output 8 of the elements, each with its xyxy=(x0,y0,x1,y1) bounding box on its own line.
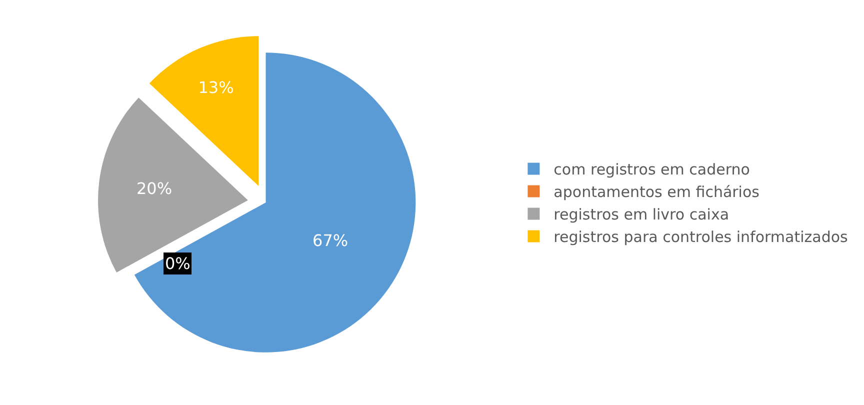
data-label: 13% xyxy=(198,78,234,98)
data-label: 67% xyxy=(312,231,348,250)
legend-label: apontamentos em fichários xyxy=(554,183,760,202)
legend-label: registros para controles informatizados xyxy=(554,228,848,246)
legend-label: registros em livro caixa xyxy=(554,206,730,224)
legend-label: com registros em caderno xyxy=(554,160,750,179)
data-label: 20% xyxy=(136,178,172,198)
text: 0% xyxy=(165,254,190,273)
